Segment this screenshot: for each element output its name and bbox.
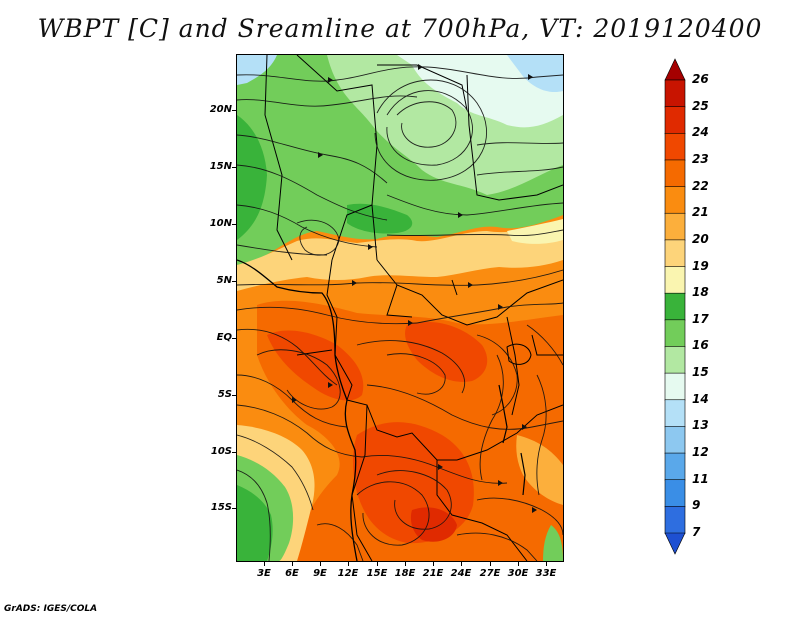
lat-label-10n: 10N bbox=[209, 218, 232, 229]
lat-tick bbox=[232, 110, 236, 111]
colorbar-segment bbox=[664, 452, 686, 481]
field-east-yellow bbox=[516, 435, 563, 505]
lon-label-27e: 27E bbox=[479, 568, 501, 579]
colorbar bbox=[664, 58, 686, 555]
colorbar-label: 11 bbox=[692, 471, 709, 486]
lat-label-15s: 15S bbox=[210, 502, 232, 513]
lon-tick bbox=[518, 562, 519, 566]
lon-label-6e: 6E bbox=[285, 568, 299, 579]
colorbar-label: 12 bbox=[692, 445, 709, 460]
lon-label-3e: 3E bbox=[257, 568, 271, 579]
lon-label-33e: 33E bbox=[535, 568, 557, 579]
field-yellow-band bbox=[237, 221, 563, 291]
colorbar-segment bbox=[664, 266, 686, 294]
colorbar-label: 26 bbox=[692, 72, 709, 86]
lat-tick bbox=[232, 338, 236, 339]
lat-label-5s: 5S bbox=[217, 389, 232, 400]
colorbar-label: 24 bbox=[692, 125, 709, 140]
lon-label-12e: 12E bbox=[337, 568, 359, 579]
colorbar-label: 20 bbox=[692, 231, 709, 246]
colorbar-label: 16 bbox=[692, 338, 709, 353]
lon-tick bbox=[433, 562, 434, 566]
lon-label-24e: 24E bbox=[450, 568, 472, 579]
lake-victoria bbox=[506, 343, 532, 365]
lat-label-5n: 5N bbox=[216, 275, 232, 286]
streamlines bbox=[237, 66, 563, 561]
colorbar-segment bbox=[664, 506, 686, 534]
triangle-down-icon bbox=[664, 532, 686, 555]
lat-tick bbox=[232, 224, 236, 225]
lon-tick bbox=[348, 562, 349, 566]
lon-tick bbox=[264, 562, 265, 566]
lat-tick bbox=[232, 452, 236, 453]
chart-title: WBPT [C] and Sreamline at 700hPa, VT: 20… bbox=[37, 14, 763, 43]
lon-tick bbox=[546, 562, 547, 566]
colorbar-segment bbox=[664, 212, 686, 241]
colorbar-segment bbox=[664, 426, 686, 454]
colorbar-label: 22 bbox=[692, 178, 709, 193]
lat-tick bbox=[232, 508, 236, 509]
lake-malawi bbox=[520, 452, 526, 496]
lon-tick bbox=[292, 562, 293, 566]
colorbar-segment bbox=[664, 319, 686, 348]
lon-label-15e: 15E bbox=[366, 568, 388, 579]
colorbar-label: 13 bbox=[692, 418, 709, 433]
colorbar-label: 17 bbox=[692, 311, 709, 326]
colorbar-segment bbox=[664, 159, 686, 188]
colorbar-segment bbox=[664, 186, 686, 215]
colorbar-label: 19 bbox=[692, 258, 709, 273]
colorbar-segment bbox=[664, 292, 686, 321]
colorbar-label: 21 bbox=[692, 205, 709, 220]
field-sw-darkgreen bbox=[237, 485, 273, 561]
colorbar-segment bbox=[664, 106, 686, 135]
lat-label-eq: EQ bbox=[216, 332, 232, 343]
lat-label-15n: 15N bbox=[209, 161, 232, 172]
lon-tick bbox=[490, 562, 491, 566]
colorbar-segment bbox=[664, 132, 686, 161]
lon-label-30e: 30E bbox=[507, 568, 529, 579]
colorbar-label: 15 bbox=[692, 365, 709, 380]
lake-tanganyika bbox=[498, 384, 508, 444]
colorbar-segment bbox=[664, 79, 686, 108]
colorbar-segment bbox=[664, 479, 686, 508]
lon-label-21e: 21E bbox=[422, 568, 444, 579]
field-yellow-east bbox=[507, 219, 563, 244]
colorbar-segment bbox=[664, 346, 686, 374]
field-core-red-3 bbox=[405, 321, 488, 382]
colorbar-label: 25 bbox=[692, 98, 709, 113]
grads-credit: GrADS: IGES/COLA bbox=[4, 604, 98, 614]
map-plot-area bbox=[236, 54, 564, 562]
lon-tick bbox=[461, 562, 462, 566]
lon-tick bbox=[405, 562, 406, 566]
colorbar-label: 9 bbox=[692, 498, 701, 513]
lon-label-18e: 18E bbox=[394, 568, 416, 579]
lon-tick bbox=[320, 562, 321, 566]
lat-label-20n: 20N bbox=[209, 104, 232, 115]
lat-tick bbox=[232, 167, 236, 168]
colorbar-label: 7 bbox=[692, 525, 701, 539]
lon-label-9e: 9E bbox=[313, 568, 327, 579]
field-se-green bbox=[543, 525, 563, 561]
colorbar-segment bbox=[664, 372, 686, 401]
colorbar-label: 23 bbox=[692, 151, 709, 166]
streamline-arrows bbox=[292, 64, 537, 513]
coastline bbox=[237, 259, 358, 561]
lat-tick bbox=[232, 281, 236, 282]
colorbar-segment bbox=[664, 239, 686, 268]
lat-label-10s: 10S bbox=[210, 446, 232, 457]
colorbar-label: 18 bbox=[692, 285, 709, 300]
colorbar-segment bbox=[664, 399, 686, 428]
colorbar-label: 14 bbox=[692, 391, 709, 406]
triangle-up-icon bbox=[664, 58, 686, 81]
field-ne-blue bbox=[507, 55, 563, 93]
lon-tick bbox=[377, 562, 378, 566]
lat-tick bbox=[232, 395, 236, 396]
